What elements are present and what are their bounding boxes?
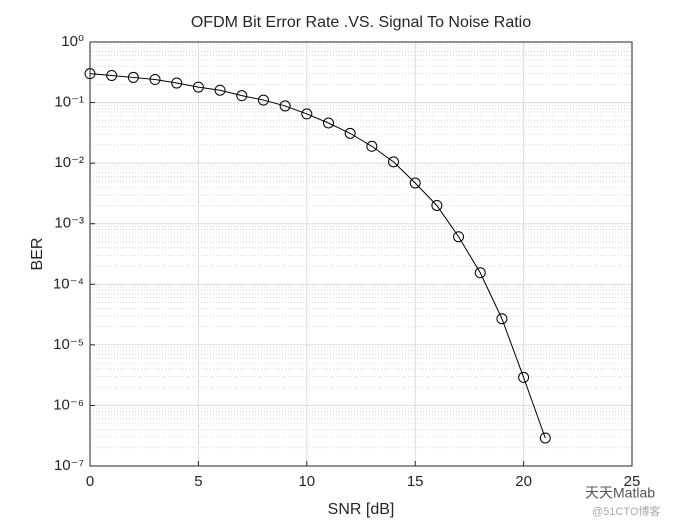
y-tick-label: 10⁻¹	[54, 94, 84, 111]
marker	[474, 267, 486, 279]
marker	[171, 77, 183, 89]
marker	[192, 81, 204, 93]
watermark: @51CTO博客	[592, 504, 660, 518]
x-tick-label: 0	[86, 473, 94, 490]
marker	[214, 84, 226, 96]
marker	[106, 69, 118, 81]
axes-box	[89, 41, 633, 467]
y-tick-label: 10⁻²	[54, 154, 84, 171]
x-tick-label: 5	[194, 473, 202, 490]
series-line	[89, 73, 546, 439]
x-axis-label: SNR [dB]	[328, 501, 395, 518]
marker	[366, 140, 378, 152]
marker	[127, 71, 139, 83]
marker	[409, 177, 421, 189]
marker	[301, 108, 313, 120]
marker	[236, 90, 248, 102]
x-tick-label: 25	[624, 473, 641, 490]
x-tick-label: 15	[407, 473, 424, 490]
x-tick-label: 10	[298, 473, 315, 490]
plot-area	[90, 42, 632, 466]
marker	[84, 68, 96, 80]
x-tick-label: 20	[515, 473, 532, 490]
marker	[257, 94, 269, 106]
y-tick-label: 10⁻³	[54, 215, 84, 232]
marker	[344, 127, 356, 139]
y-tick-label: 10⁻⁵	[53, 336, 84, 353]
y-tick-label: 10⁻⁴	[53, 275, 84, 292]
marker	[322, 117, 334, 129]
marker	[388, 156, 400, 168]
marker	[539, 432, 551, 444]
marker	[431, 199, 443, 211]
y-axis-label: BER	[29, 238, 46, 271]
y-tick-label: 10⁻⁷	[54, 457, 84, 474]
chart-title: OFDM Bit Error Rate .VS. Signal To Noise…	[191, 14, 531, 31]
marker	[279, 100, 291, 112]
y-tick-label: 10⁻⁶	[53, 396, 84, 413]
y-tick-label: 10⁰	[61, 33, 84, 50]
marker	[496, 313, 508, 325]
watermark: 天天Matlab	[585, 485, 655, 501]
marker	[518, 371, 530, 383]
marker	[149, 74, 161, 86]
marker	[453, 231, 465, 243]
